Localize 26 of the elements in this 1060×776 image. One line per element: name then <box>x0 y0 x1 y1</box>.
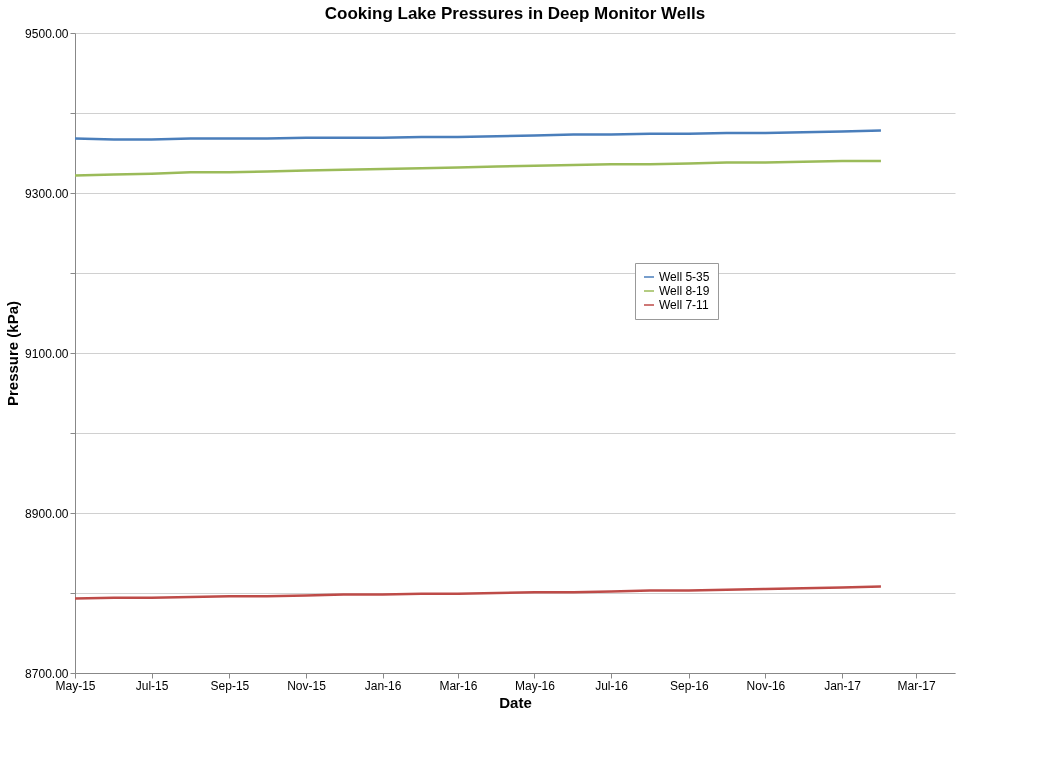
x-tick-label: Mar-16 <box>439 678 478 693</box>
line-series <box>73 159 883 177</box>
chart-title: Cooking Lake Pressures in Deep Monitor Wells <box>324 4 706 23</box>
x-tick-label: Jan-17 <box>824 678 862 693</box>
y-tick-label: 8700.00 <box>25 666 69 681</box>
x-tick-label: Jan-16 <box>364 678 402 693</box>
x-tick-label: May-16 <box>514 678 556 693</box>
x-tick-label: Nov-15 <box>287 678 327 693</box>
legend-label: Well 8-19 <box>659 284 710 298</box>
x-tick-label: Jul-16 <box>595 678 629 693</box>
line-series <box>73 129 883 141</box>
x-tick-label: Sep-15 <box>210 678 250 693</box>
x-axis-title: Date <box>499 693 532 711</box>
x-tick-label: Mar-17 <box>897 678 936 693</box>
y-tick-label: 8900.00 <box>25 506 69 521</box>
x-tick-label: Nov-16 <box>746 678 786 693</box>
y-tick-label: 9300.00 <box>25 186 69 201</box>
line-series <box>73 585 883 600</box>
y-tick-label: 9500.00 <box>25 26 69 41</box>
x-tick-label: May-15 <box>55 678 96 693</box>
legend-label: Well 7-11 <box>659 298 709 312</box>
legend-label: Well 5-35 <box>659 270 710 284</box>
x-tick-label: Jul-15 <box>135 678 169 693</box>
y-axis-title: Pressure (kPa) <box>4 300 22 407</box>
x-tick-label: Sep-16 <box>670 678 710 693</box>
y-tick-label: 9100.00 <box>25 346 69 361</box>
